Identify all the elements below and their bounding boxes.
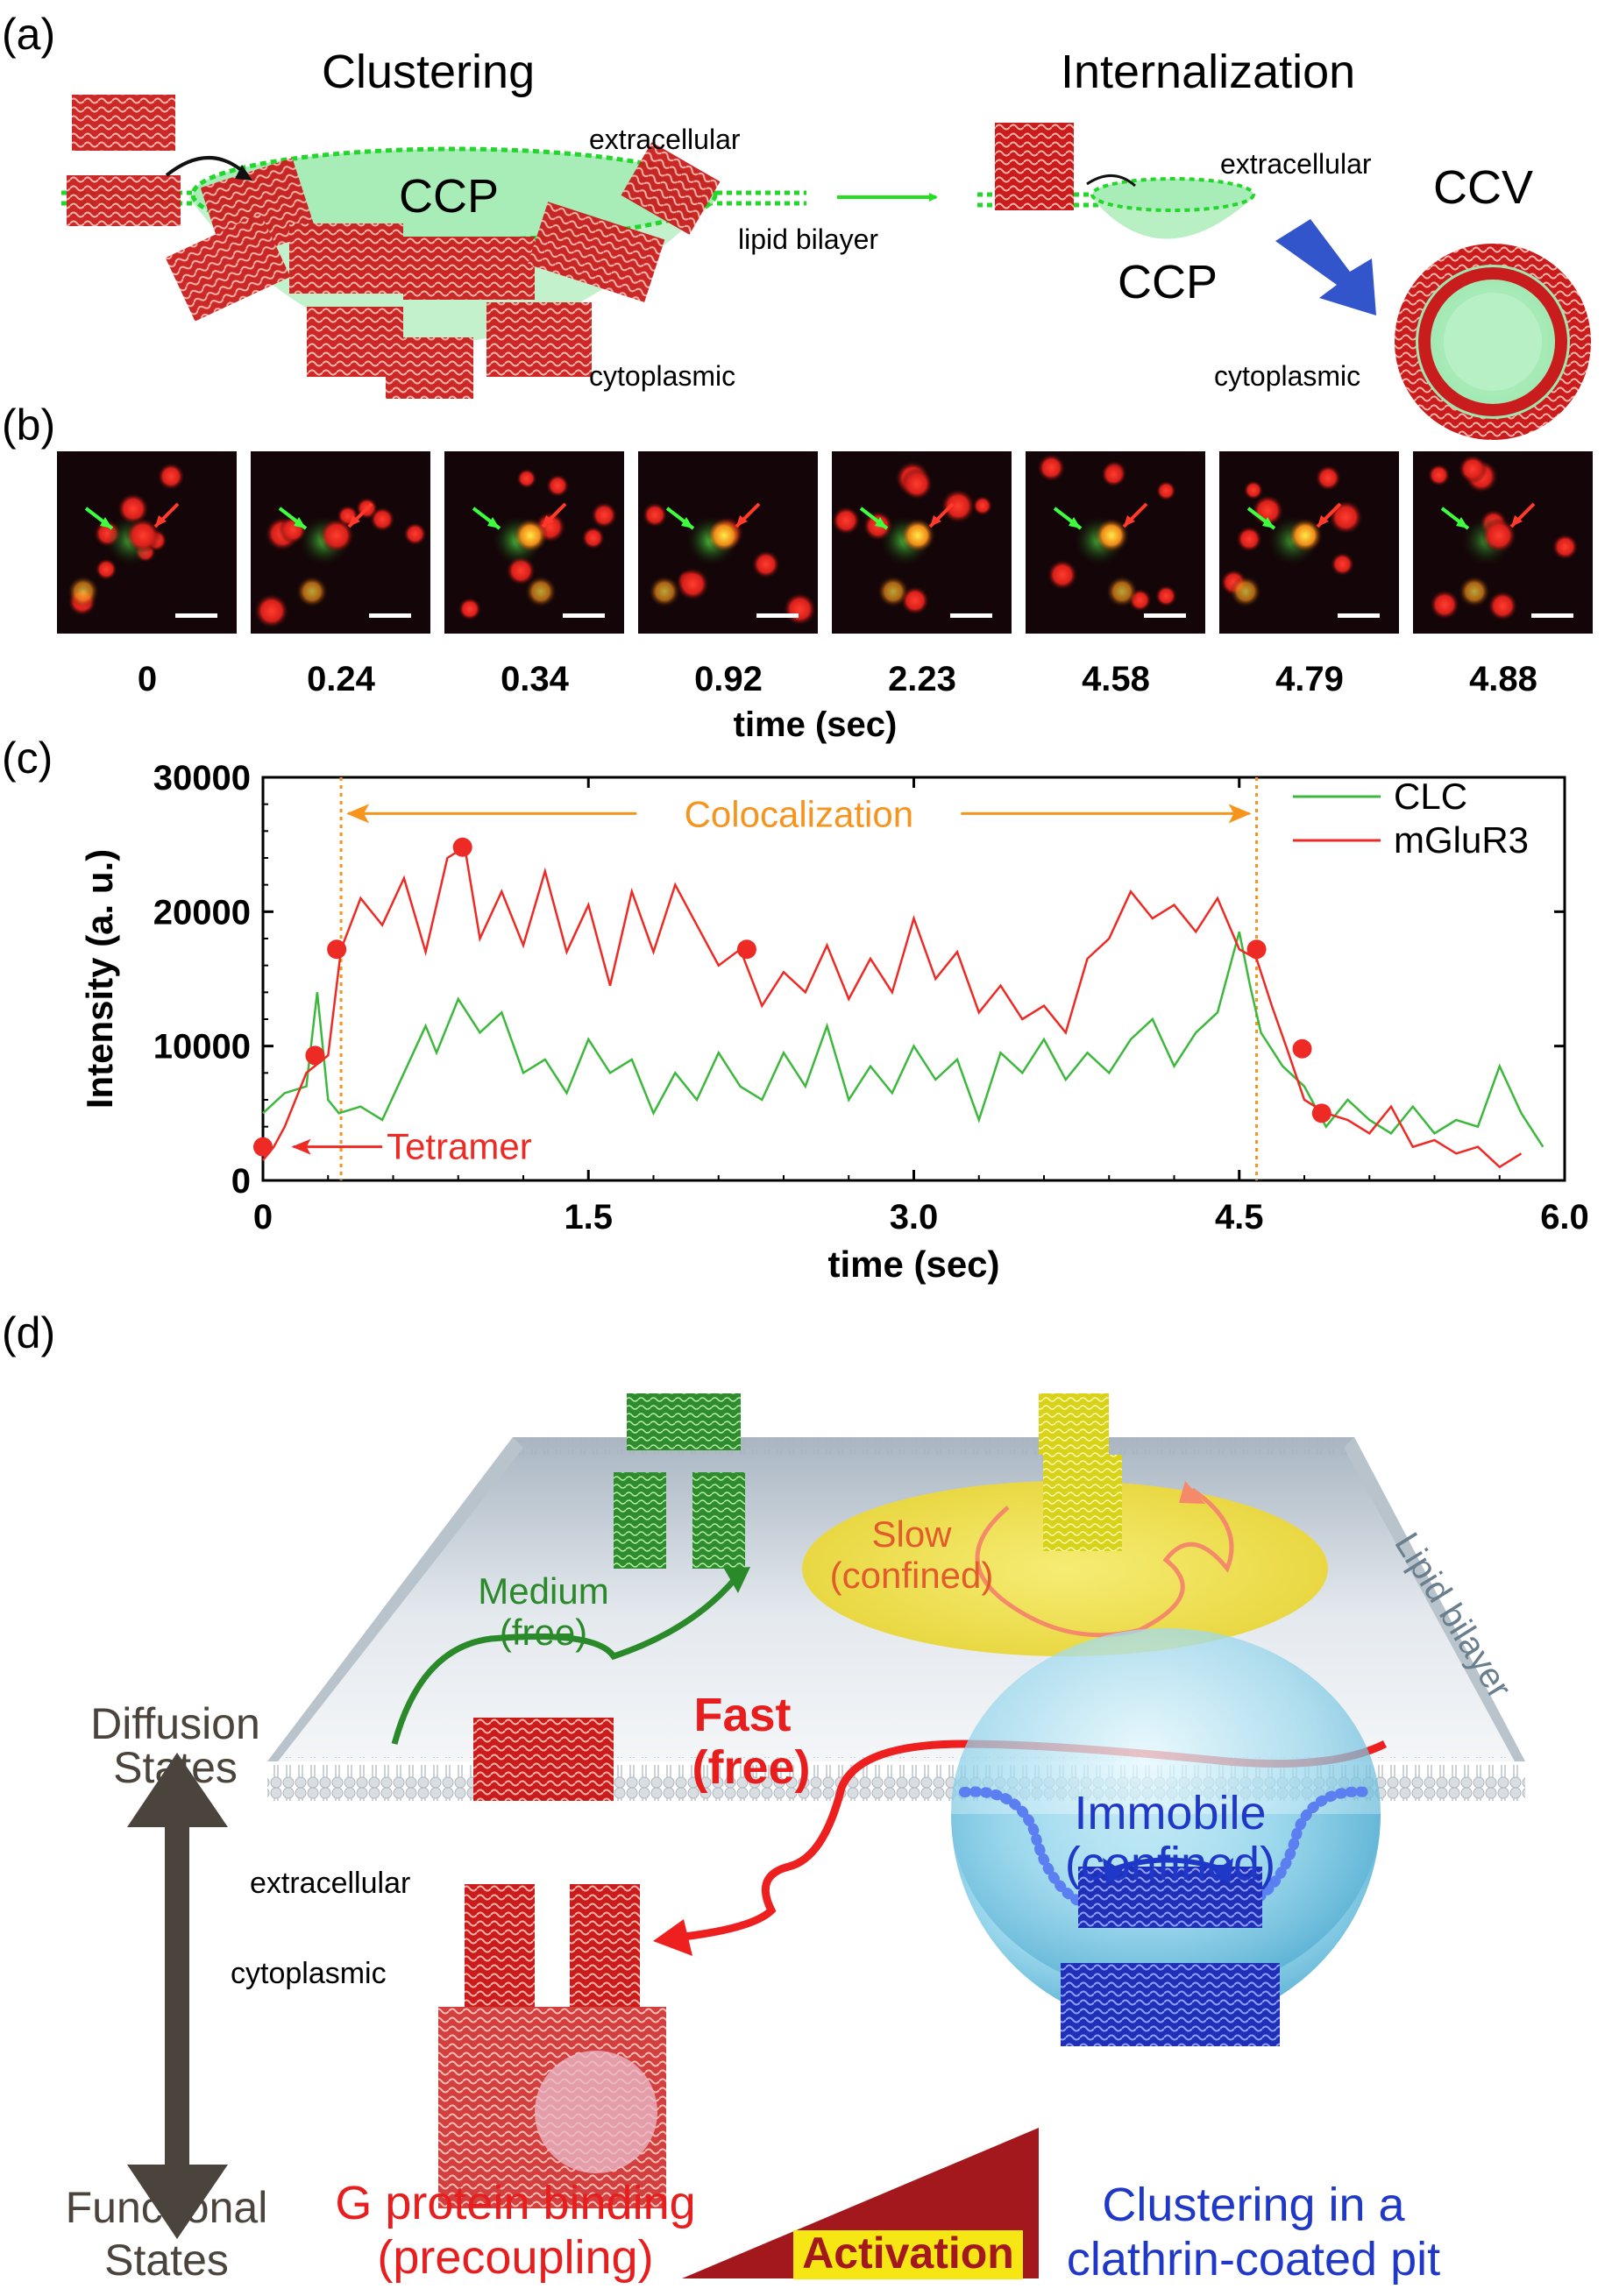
y-tick-label: 30000 bbox=[153, 759, 251, 797]
x-tick-label: 4.5 bbox=[1215, 1198, 1264, 1237]
frame-time-label: 4.58 bbox=[1082, 660, 1150, 698]
medium-label-2: (free) bbox=[500, 1612, 587, 1653]
yellow-receptor bbox=[1039, 1393, 1122, 1551]
ccv-sphere bbox=[1395, 244, 1591, 440]
panel-b-label: (b) bbox=[2, 400, 55, 450]
x-tick-label: 1.5 bbox=[564, 1198, 613, 1237]
legend-label: CLC bbox=[1394, 776, 1467, 817]
frame-marker bbox=[1312, 1103, 1331, 1123]
x-tick-label: 3.0 bbox=[890, 1198, 939, 1237]
frame-time-label: 2.23 bbox=[888, 660, 956, 698]
frame-tile bbox=[444, 451, 624, 634]
lipid-bilayer-label: lipid bilayer bbox=[738, 223, 878, 255]
panel-c-label: (c) bbox=[2, 733, 53, 783]
ccv-label: CCV bbox=[1433, 161, 1533, 214]
frame-tile bbox=[57, 451, 237, 634]
panel-d: (d) Slow (confined) Medium (free) Lipid … bbox=[2, 1308, 1525, 2285]
functional-states-2: States bbox=[104, 2236, 229, 2285]
functional-states-1: Functional bbox=[66, 2183, 268, 2232]
panel-c: (c) 0 1.5 3.0 4.5 6.0 0 10000 20000 30000 time (s… bbox=[2, 733, 1589, 1285]
diffusion-states-2: States bbox=[113, 1743, 238, 1792]
internalization-title: Internalization bbox=[1061, 46, 1355, 98]
frame-tile bbox=[1413, 451, 1593, 634]
diffusion-states-1: Diffusion bbox=[90, 1699, 260, 1748]
extracellular-d: extracellular bbox=[250, 1867, 410, 1900]
cytoplasmic-right: cytoplasmic bbox=[1214, 360, 1360, 392]
extracellular-right: extracellular bbox=[1220, 148, 1372, 180]
y-tick-label: 10000 bbox=[153, 1028, 251, 1067]
fast-label-2: (free) bbox=[692, 1741, 810, 1794]
extracellular-left: extracellular bbox=[589, 124, 741, 155]
frame-marker bbox=[453, 838, 472, 857]
frame-strip: 0 0.24 0.34 0.92 2.23 4.58 4.79 4.88 bbox=[57, 451, 1593, 698]
blue-arrow bbox=[1275, 219, 1376, 315]
frame-tile bbox=[251, 451, 430, 634]
frame-time-label: 0.24 bbox=[307, 660, 376, 698]
cytoplasmic-d: cytoplasmic bbox=[231, 1957, 387, 1990]
y-tick-label: 20000 bbox=[153, 893, 251, 932]
frame-tile bbox=[1026, 451, 1205, 634]
y-axis-title: Intensity (a. u.) bbox=[79, 849, 120, 1109]
cytoplasmic-left: cytoplasmic bbox=[589, 360, 735, 392]
x-tick-label: 6.0 bbox=[1540, 1198, 1589, 1237]
frame-time-label: 0 bbox=[138, 660, 157, 698]
frame-tile bbox=[1219, 451, 1399, 634]
medium-label-1: Medium bbox=[478, 1570, 608, 1612]
panel-a-label: (a) bbox=[2, 10, 55, 59]
immobile-label-2: (confined) bbox=[1065, 1838, 1275, 1890]
frame-tile bbox=[832, 451, 1012, 634]
frame-time-label: 4.88 bbox=[1469, 660, 1537, 698]
g-protein-label-1: G protein binding bbox=[335, 2177, 695, 2229]
receptor-right bbox=[995, 123, 1074, 210]
activation-label: Activation bbox=[802, 2229, 1014, 2278]
x-tick-label: 0 bbox=[253, 1198, 273, 1237]
frame-time-xlabel: time (sec) bbox=[734, 705, 898, 744]
frame-marker bbox=[1247, 939, 1267, 959]
clustering-label-1: Clustering in a bbox=[1102, 2179, 1405, 2231]
frame-marker bbox=[305, 1045, 324, 1065]
slow-label-1: Slow bbox=[871, 1513, 952, 1555]
panel-a: (a) Clustering Internalization CCP bbox=[2, 10, 1591, 440]
frame-marker bbox=[737, 939, 756, 959]
clustering-label-2: clathrin-coated pit bbox=[1067, 2233, 1440, 2285]
tetramer-label: Tetramer bbox=[387, 1126, 532, 1167]
frame-time-label: 0.34 bbox=[501, 660, 570, 698]
fast-label-1: Fast bbox=[693, 1689, 791, 1741]
states-double-arrow bbox=[127, 1753, 228, 2239]
frame-marker bbox=[1293, 1039, 1312, 1059]
legend-label: mGluR3 bbox=[1394, 819, 1529, 861]
frame-marker bbox=[253, 1137, 273, 1157]
immobile-label-1: Immobile bbox=[1074, 1787, 1266, 1839]
intensity-chart: 0 1.5 3.0 4.5 6.0 0 10000 20000 30000 time (sec) I… bbox=[79, 759, 1589, 1285]
frame-tile bbox=[638, 451, 818, 634]
panel-d-label: (d) bbox=[2, 1308, 55, 1357]
ccp-label-right: CCP bbox=[1118, 256, 1218, 308]
panel-b: (b) 0 0.24 0.34 0.92 2.23 4.58 4.79 4.88 time (… bbox=[2, 400, 1593, 744]
ccp-label-left: CCP bbox=[399, 170, 499, 223]
frame-time-label: 0.92 bbox=[694, 660, 763, 698]
frame-time-label: 4.79 bbox=[1275, 660, 1344, 698]
clustering-title: Clustering bbox=[322, 46, 535, 98]
series-line-clc bbox=[263, 932, 1543, 1146]
x-axis-title: time (sec) bbox=[827, 1244, 999, 1285]
g-protein-label-2: (precoupling) bbox=[377, 2231, 653, 2284]
colocalization-label: Colocalization bbox=[685, 793, 913, 834]
y-tick-label: 0 bbox=[231, 1162, 251, 1201]
slow-label-2: (confined) bbox=[830, 1555, 994, 1596]
frame-marker bbox=[327, 939, 346, 959]
